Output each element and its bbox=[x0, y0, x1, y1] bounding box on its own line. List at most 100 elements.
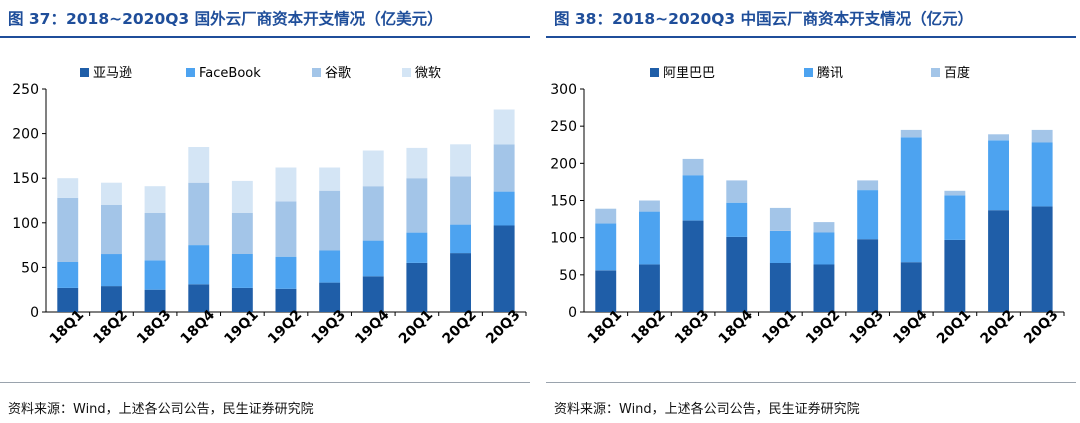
bar-segment bbox=[988, 210, 1009, 312]
bar-segment bbox=[1031, 129, 1053, 143]
bar-segment bbox=[275, 288, 297, 312]
x-tick-label: 19Q2 bbox=[803, 307, 843, 347]
bar-segment bbox=[101, 254, 122, 287]
bar-segment bbox=[362, 240, 384, 277]
y-tick-label: 150 bbox=[12, 171, 39, 187]
bar-segment bbox=[406, 232, 428, 263]
bar-segment bbox=[639, 264, 660, 312]
bar-segment bbox=[726, 180, 748, 203]
bar-segment bbox=[188, 284, 210, 312]
bar-segment bbox=[493, 144, 515, 192]
bar-segment bbox=[639, 211, 660, 265]
bar-segment bbox=[319, 250, 341, 283]
x-tick-label: 18Q1 bbox=[585, 307, 625, 347]
bar-segment bbox=[639, 200, 660, 212]
bar-segment bbox=[450, 176, 471, 225]
x-tick-label: 18Q4 bbox=[716, 307, 757, 348]
x-tick-label: 18Q3 bbox=[672, 307, 712, 347]
legend-swatch bbox=[650, 68, 659, 77]
bar-segment bbox=[900, 129, 922, 138]
bar-segment bbox=[493, 109, 515, 145]
source-divider bbox=[0, 382, 530, 383]
legend-swatch bbox=[312, 68, 321, 77]
bar-segment bbox=[231, 213, 253, 254]
bar-segment bbox=[57, 262, 79, 288]
bar-segment bbox=[1031, 142, 1053, 207]
source-note: 资料来源：Wind，上述各公司公告，民生证券研究院 bbox=[554, 402, 860, 417]
bar-segment bbox=[144, 186, 166, 213]
x-tick-label: 18Q2 bbox=[628, 307, 668, 347]
bar-segment bbox=[682, 175, 704, 221]
x-tick-label: 18Q4 bbox=[178, 307, 219, 348]
legend-label: 微软 bbox=[415, 66, 441, 81]
bar-segment bbox=[988, 140, 1009, 211]
bar-segment bbox=[857, 180, 879, 191]
bar-segment bbox=[231, 254, 253, 288]
y-tick-label: 200 bbox=[550, 156, 577, 172]
bar-segment bbox=[275, 167, 297, 202]
legend-swatch bbox=[931, 68, 940, 77]
bar-segment bbox=[857, 190, 879, 240]
title-divider bbox=[0, 36, 530, 38]
bar-segment bbox=[231, 180, 253, 213]
legend-label: 亚马逊 bbox=[93, 66, 132, 81]
x-tick-label: 19Q4 bbox=[890, 307, 931, 348]
chart-panel-left: 图 37：2018~2020Q3 国外云厂商资本开支情况（亿美元） 0 50 100… bbox=[0, 0, 530, 423]
bar-segment bbox=[769, 262, 791, 312]
x-tick-label: 20Q3 bbox=[1021, 307, 1061, 347]
bar-segment bbox=[493, 225, 515, 312]
bar-segment bbox=[813, 264, 835, 312]
bar-segment bbox=[988, 134, 1009, 141]
bar-segment bbox=[101, 205, 122, 255]
bar-segment bbox=[144, 213, 166, 261]
bar-segment bbox=[57, 178, 79, 198]
x-tick-label: 18Q1 bbox=[47, 307, 87, 347]
bar-segment bbox=[188, 245, 210, 285]
bar-segment bbox=[493, 191, 515, 226]
bar-segment bbox=[595, 270, 617, 312]
legend-label: FaceBook bbox=[199, 66, 261, 81]
bar-segment bbox=[275, 201, 297, 257]
legend-swatch bbox=[80, 68, 89, 77]
bar-segment bbox=[900, 137, 922, 263]
legend-label: 谷歌 bbox=[325, 66, 351, 81]
chart-title: 图 38：2018~2020Q3 中国云厂商资本开支情况（亿元） bbox=[554, 10, 974, 28]
x-tick-label: 19Q3 bbox=[309, 307, 349, 347]
legend-label: 阿里巴巴 bbox=[663, 66, 715, 81]
bar-segment bbox=[101, 286, 122, 312]
bar-segment bbox=[595, 223, 617, 271]
bar-segment bbox=[188, 147, 210, 183]
bar-segment bbox=[57, 287, 79, 312]
legend-swatch bbox=[186, 68, 195, 77]
bar-segment bbox=[900, 262, 922, 312]
y-tick-label: 50 bbox=[21, 260, 39, 276]
bar-segment bbox=[406, 262, 428, 312]
bar-segment bbox=[944, 239, 966, 312]
bar-segment bbox=[857, 239, 879, 312]
x-tick-label: 19Q2 bbox=[265, 307, 305, 347]
y-tick-label: 100 bbox=[12, 216, 39, 232]
x-tick-label: 18Q2 bbox=[90, 307, 130, 347]
bar-segment bbox=[813, 222, 835, 233]
bar-segment bbox=[944, 190, 966, 196]
x-tick-label: 20Q1 bbox=[396, 307, 436, 347]
legend-label: 腾讯 bbox=[817, 65, 843, 81]
y-tick-label: 100 bbox=[550, 231, 577, 247]
bar-segment bbox=[682, 158, 704, 176]
y-tick-label: 250 bbox=[12, 82, 39, 98]
x-tick-label: 20Q3 bbox=[483, 307, 523, 347]
y-tick-label: 50 bbox=[559, 268, 577, 284]
bar-segment bbox=[406, 147, 428, 179]
legend-label: 百度 bbox=[944, 65, 970, 81]
y-tick-label: 0 bbox=[568, 305, 577, 321]
bar-segment bbox=[450, 253, 471, 312]
x-tick-label: 19Q3 bbox=[847, 307, 887, 347]
bar-segment bbox=[101, 182, 122, 205]
bar-segment bbox=[275, 256, 297, 289]
x-tick-label: 20Q2 bbox=[978, 307, 1018, 347]
chart-panel-right: 图 38：2018~2020Q3 中国云厂商资本开支情况（亿元） 0 50 100 1… bbox=[546, 0, 1076, 423]
bar-segment bbox=[595, 208, 617, 224]
x-tick-label: 20Q2 bbox=[440, 307, 480, 347]
x-tick-label: 19Q1 bbox=[221, 307, 261, 347]
bar-segment bbox=[769, 231, 791, 263]
